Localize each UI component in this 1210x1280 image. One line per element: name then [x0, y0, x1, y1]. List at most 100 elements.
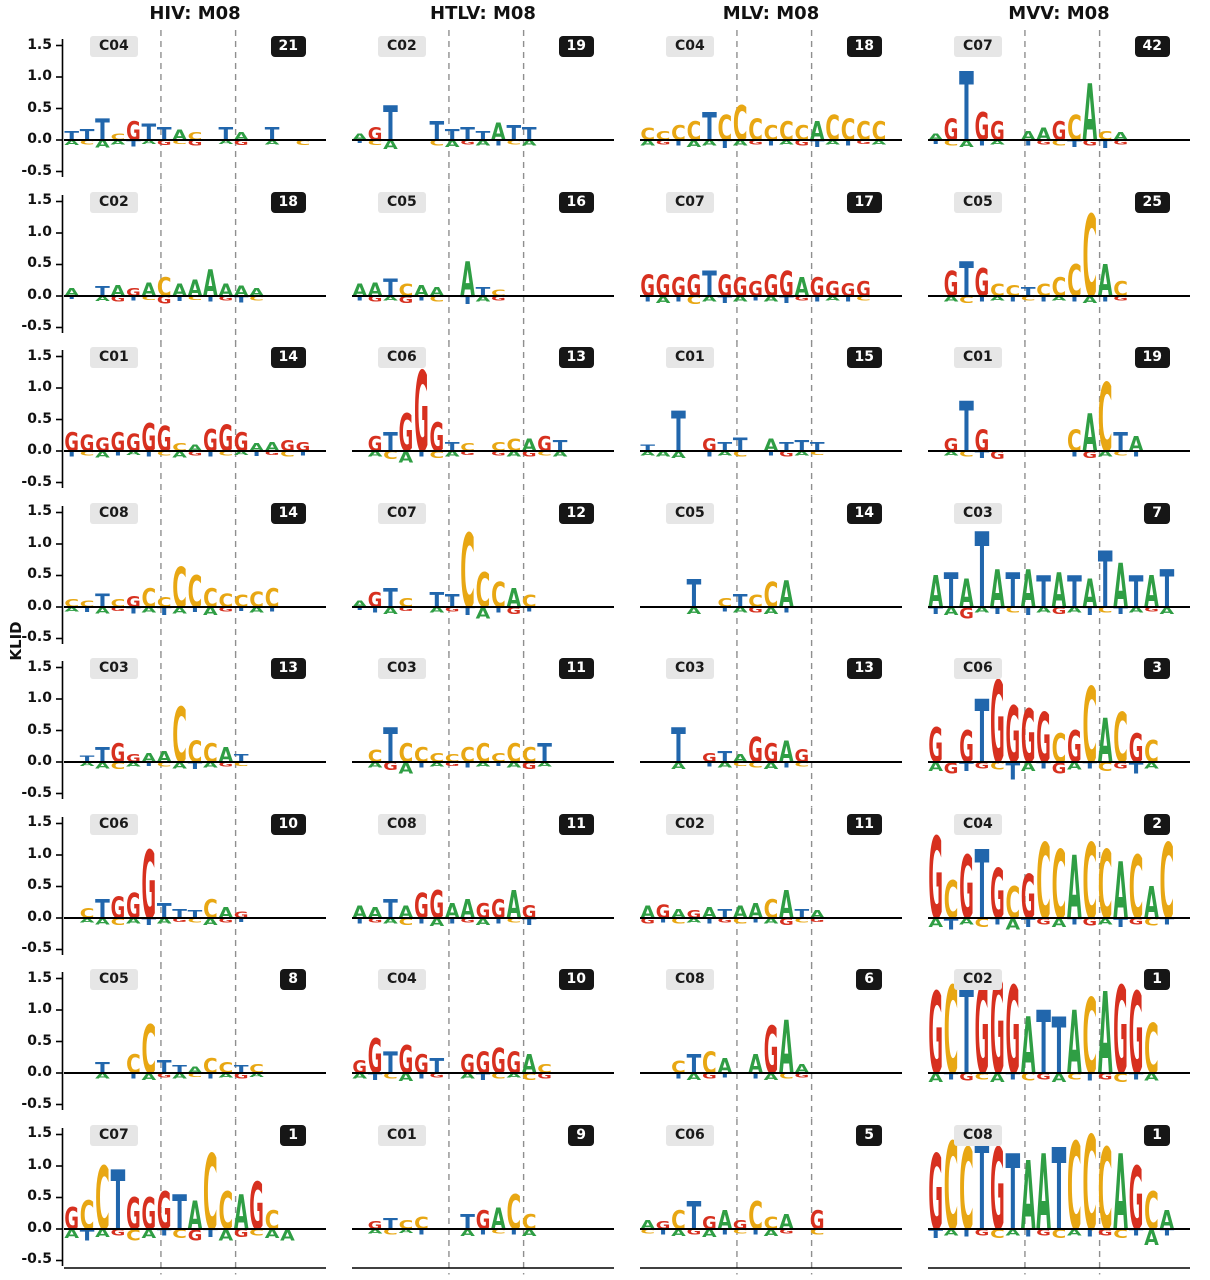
y-tick-label: 1.5: [27, 1125, 52, 1141]
svg-text:T: T: [157, 898, 172, 923]
svg-text:T: T: [537, 738, 552, 768]
svg-text:A: A: [383, 605, 398, 616]
svg-text:G: G: [383, 760, 398, 774]
cluster-label: C01: [378, 1124, 426, 1146]
svg-text:C: C: [383, 1227, 398, 1236]
svg-text:A: A: [1082, 69, 1097, 160]
svg-text:C: C: [172, 139, 187, 145]
cluster-label: C03: [666, 658, 714, 679]
svg-text:T: T: [671, 1071, 686, 1080]
svg-text:T: T: [188, 605, 203, 613]
svg-text:T: T: [234, 294, 250, 304]
logo-panel: T A T A G C G A A T A C C A C T C A A G T C C03 13: [64, 652, 326, 808]
svg-text:A: A: [928, 132, 943, 142]
svg-text:G: G: [975, 423, 990, 458]
svg-text:C: C: [748, 761, 763, 770]
svg-text:C: C: [141, 295, 156, 301]
svg-text:C: C: [491, 1072, 506, 1081]
svg-text:C: C: [111, 132, 126, 142]
svg-text:T: T: [203, 1227, 218, 1240]
svg-text:A: A: [95, 916, 110, 926]
svg-text:T: T: [491, 761, 506, 767]
svg-text:T: T: [64, 449, 79, 458]
svg-text:C: C: [794, 121, 809, 145]
svg-text:A: A: [218, 139, 233, 145]
logo-panel: A G G T A C G A A T T G A C A T C A A G T C A G C02 11: [640, 807, 902, 963]
svg-text:T: T: [1129, 1071, 1145, 1081]
svg-text:T: T: [944, 563, 959, 618]
svg-text:T: T: [944, 916, 959, 933]
svg-text:A: A: [64, 139, 79, 147]
svg-text:T: T: [414, 1071, 429, 1080]
svg-text:C: C: [249, 295, 264, 302]
y-tick-label: 1.5: [27, 969, 52, 986]
logo-panel: G A C T T G G C G A G T A C T G T A A C C T A G G C G T C A C02 1: [928, 963, 1190, 1119]
svg-text:T: T: [1129, 449, 1144, 458]
svg-text:C: C: [522, 1209, 537, 1233]
svg-text:C: C: [733, 1228, 748, 1235]
svg-text:G: G: [990, 449, 1005, 463]
svg-text:A: A: [1144, 877, 1159, 927]
y-axis: 1.5 1.0 0.5 0.0 -0.5: [0, 808, 64, 964]
svg-text:C: C: [157, 450, 172, 457]
svg-text:C: C: [990, 1226, 1005, 1240]
svg-text:G: G: [959, 1071, 974, 1083]
svg-text:C: C: [506, 1184, 521, 1240]
sequence-logo: GA G GT TG GC GT GA GT CG GA CT AC CG GT CA: [928, 652, 1190, 808]
count-badge: 16: [558, 191, 594, 213]
svg-text:G: G: [1036, 916, 1051, 926]
logo-panel: T A C T C A T G T A A C C T C A T G C A C05 8: [64, 963, 326, 1119]
svg-text:A: A: [825, 139, 840, 146]
svg-text:A: A: [141, 139, 156, 145]
svg-text:T: T: [975, 294, 990, 303]
svg-text:T: T: [368, 1071, 384, 1082]
svg-text:G: G: [1036, 698, 1051, 779]
svg-text:G: G: [172, 917, 187, 923]
svg-text:G: G: [491, 450, 506, 457]
y-tick-label: 1.0: [27, 1001, 52, 1017]
cluster-label: C08: [90, 502, 138, 524]
cluster-label: C03: [378, 658, 426, 679]
svg-text:G: G: [779, 450, 794, 459]
logo-panel: C A T A G C G A G T T A T G T C C A A G G T C06 10: [64, 807, 326, 963]
svg-text:A: A: [64, 1226, 80, 1240]
svg-text:G: G: [429, 882, 444, 927]
svg-text:G: G: [990, 853, 1005, 934]
svg-text:A: A: [702, 139, 718, 148]
svg-text:T: T: [95, 894, 110, 924]
logo-panel: G A T C G T C A C T T C C T C A C T C A A T C G C05 25: [928, 185, 1190, 341]
svg-text:T: T: [352, 139, 367, 144]
svg-text:C: C: [975, 915, 990, 929]
svg-text:G: G: [368, 917, 383, 924]
svg-text:A: A: [188, 443, 203, 453]
svg-text:T: T: [506, 1227, 521, 1236]
svg-text:C: C: [80, 139, 95, 146]
svg-text:C: C: [975, 1071, 990, 1081]
svg-text:C: C: [1082, 666, 1097, 787]
svg-text:G: G: [928, 968, 943, 1099]
y-tick-label: 0.5: [27, 410, 52, 427]
svg-text:C: C: [944, 871, 959, 930]
logo-panel: G A C T G A T C G T C A G T C G C A A T C G C A A T C G A C C T C04 2: [928, 807, 1190, 963]
svg-text:G: G: [399, 404, 414, 464]
svg-text:T: T: [779, 760, 794, 769]
svg-text:T: T: [959, 760, 974, 774]
svg-text:C: C: [188, 1072, 203, 1078]
sequence-logo: GA CT GA TC GT CA GT CG CA AT CG CA AT CG AC CT: [928, 807, 1190, 963]
logo-panel: A T A G T A A C G T G A A T A G G A G T A C G T C08 11: [352, 807, 614, 963]
svg-text:G: G: [944, 112, 959, 147]
svg-text:G: G: [640, 268, 655, 303]
svg-text:A: A: [764, 1227, 779, 1238]
svg-text:A: A: [687, 1071, 702, 1082]
svg-text:G: G: [522, 761, 537, 772]
count-badge: 14: [846, 502, 882, 524]
svg-text:A: A: [1067, 1227, 1082, 1237]
sequence-logo: AT GC TA TC TA TG TA AT TC TA: [352, 30, 614, 186]
svg-text:A: A: [203, 262, 218, 305]
svg-text:A: A: [352, 1072, 368, 1081]
svg-text:T: T: [640, 443, 656, 453]
